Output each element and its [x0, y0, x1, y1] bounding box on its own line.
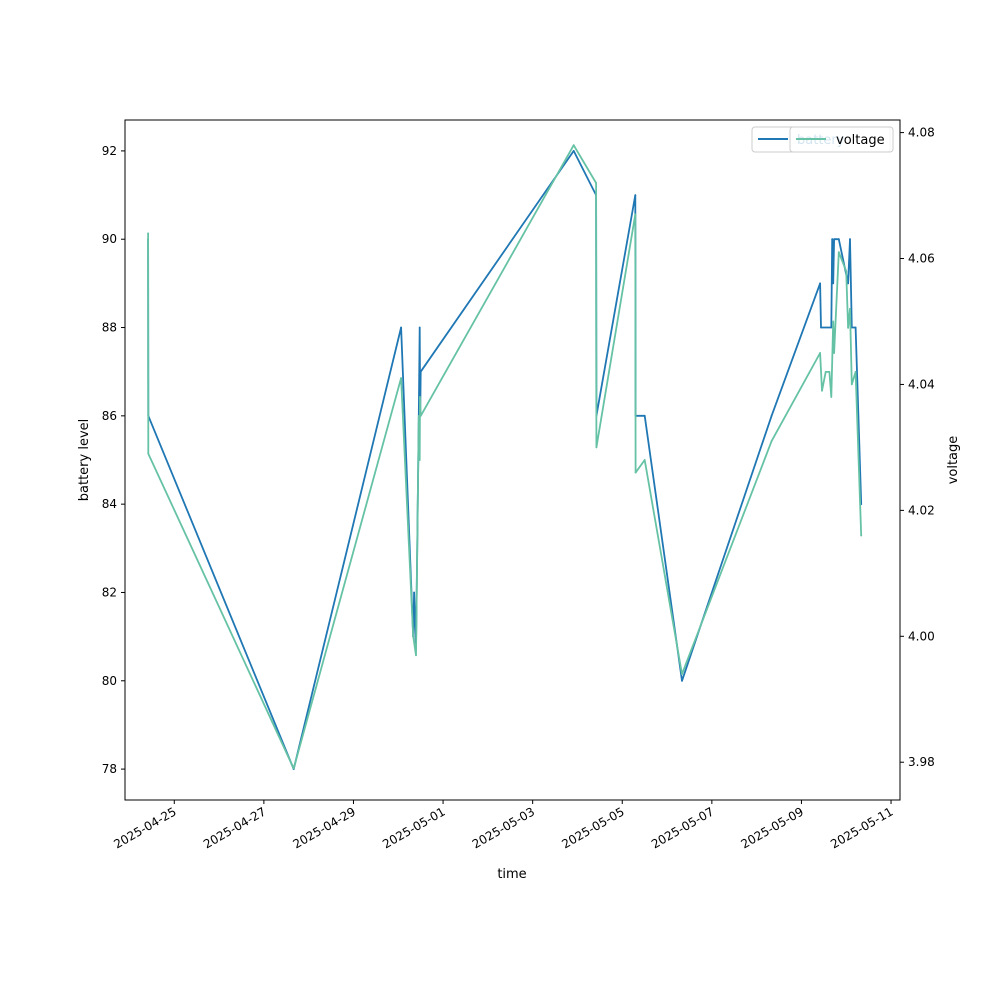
data-point-battery — [832, 282, 835, 285]
data-point-voltage — [833, 352, 835, 354]
data-point-voltage — [418, 459, 421, 461]
y-left-tick-label: 78 — [102, 762, 117, 776]
y-right-tick-label: 4.00 — [908, 629, 935, 643]
data-point-battery — [681, 679, 683, 682]
data-point-voltage — [292, 767, 295, 770]
data-point-voltage — [819, 352, 821, 354]
data-point-battery — [847, 282, 849, 285]
data-point-battery — [819, 282, 821, 285]
data-point-battery — [643, 414, 646, 417]
legend-voltage-label: voltage — [836, 133, 885, 148]
data-point-battery — [837, 238, 840, 241]
data-point-voltage — [821, 389, 823, 392]
data-point-battery — [418, 326, 421, 329]
data-point-voltage — [850, 383, 853, 386]
data-point-voltage — [634, 471, 637, 474]
data-point-voltage — [830, 396, 833, 398]
data-point-voltage — [417, 415, 420, 417]
data-point-voltage — [419, 396, 421, 398]
y-right-tick-label: 3.98 — [908, 755, 935, 769]
data-point-battery — [419, 370, 422, 373]
data-point-battery — [572, 150, 575, 152]
data-point-battery — [400, 326, 402, 329]
data-point-voltage — [412, 635, 415, 638]
data-point-battery — [413, 591, 415, 594]
data-point-voltage — [832, 320, 835, 323]
series-layer — [147, 144, 863, 770]
y-left-tick-label: 88 — [102, 321, 117, 335]
data-point-voltage — [770, 440, 773, 442]
data-point-battery — [849, 238, 851, 241]
data-point-battery — [831, 238, 834, 241]
data-point-voltage — [415, 654, 417, 657]
y-left-tick-label: 80 — [102, 674, 117, 688]
series-line-voltage — [147, 144, 863, 770]
data-point-voltage — [828, 371, 831, 373]
y-left-tick-label: 84 — [102, 497, 117, 511]
data-point-battery — [833, 238, 835, 241]
y-right-tick-label: 4.02 — [908, 503, 935, 517]
data-point-voltage — [837, 251, 840, 254]
data-point-voltage — [572, 144, 575, 147]
y-axis-right-label: voltage — [946, 436, 961, 485]
data-point-voltage — [860, 534, 863, 537]
data-point-voltage — [595, 446, 598, 449]
legend-voltage-box — [789, 126, 894, 153]
data-point-voltage — [681, 673, 683, 675]
data-point-voltage — [147, 452, 150, 455]
data-point-voltage — [595, 182, 597, 184]
data-point-battery — [820, 326, 822, 329]
data-point-voltage — [854, 371, 857, 373]
data-point-battery — [634, 194, 637, 197]
y-axis-right: 3.98 4.00 4.02 4.04 4.06 4.08 — [900, 126, 935, 769]
data-point-voltage — [634, 213, 637, 216]
plot-frame — [124, 119, 901, 801]
data-point-voltage — [400, 377, 402, 379]
data-point-voltage — [147, 232, 150, 235]
data-point-battery — [830, 326, 833, 329]
data-point-voltage — [419, 415, 422, 417]
y-axis-left-label: battery level — [77, 419, 92, 502]
data-point-voltage — [643, 459, 646, 461]
data-point-voltage — [847, 326, 849, 329]
y-axis-left: 78 80 82 84 86 88 90 92 — [102, 144, 125, 776]
y-left-tick-label: 90 — [102, 232, 117, 246]
legend-voltage: voltage — [789, 126, 894, 153]
data-point-battery — [770, 414, 773, 417]
y-left-tick-label: 82 — [102, 585, 117, 599]
data-point-voltage — [849, 308, 851, 310]
y-left-tick-label: 86 — [102, 409, 117, 423]
y-right-tick-label: 4.04 — [908, 377, 935, 391]
y-right-tick-label: 4.08 — [908, 126, 935, 140]
data-point-voltage — [845, 270, 848, 272]
data-point-voltage — [824, 371, 827, 373]
y-left-tick-label: 92 — [102, 144, 117, 158]
y-right-tick-label: 4.06 — [908, 252, 935, 266]
x-axis-label: time — [497, 867, 526, 882]
data-point-battery — [854, 326, 857, 329]
